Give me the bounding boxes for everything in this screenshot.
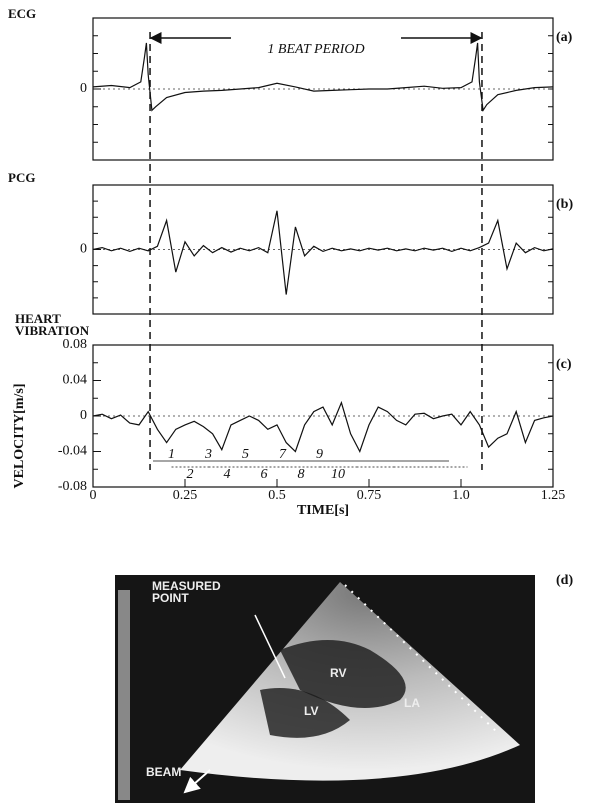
interval-label: 10 [331,467,345,482]
page: 0 (a) 1 BEAT PERIOD 0 (b) 0.08 0.04 0 -0.04 -0.08… [0,0,598,808]
interval-label: 4 [224,467,231,482]
annotation: 1 BEAT PERIOD [267,42,364,57]
waveform [93,403,553,452]
interval-label: 9 [316,447,323,462]
panel-label: (b) [556,197,573,212]
image-label: BEAM [146,766,181,778]
y-tick-label: 0 [80,242,87,257]
chart-title: ECG [8,8,78,20]
image-label: LV [304,705,318,717]
x-tick-label: 1.25 [541,488,566,503]
x-tick-label: 0.75 [357,488,382,503]
panel-label: (c) [556,357,572,372]
image-label: MEASURED POINT [152,580,232,604]
x-tick-label: 0.25 [173,488,198,503]
interval-label: 3 [204,447,212,462]
y-axis-label: VELOCITY[m/s] [12,383,27,488]
y-tick-label: 0 [80,81,87,96]
image-label: LA [404,697,420,709]
y-tick-label: -0.08 [58,479,87,494]
waveform [93,211,553,295]
y-tick-label: 0 [80,408,87,423]
interval-label: 5 [242,447,249,462]
x-tick-label: 0 [90,488,97,503]
panel-label: (a) [556,30,573,45]
x-axis-label: TIME[s] [297,503,349,518]
interval-label: 7 [279,447,287,462]
panel-label: (d) [556,573,573,588]
chart-title: HEART VIBRATION [15,313,85,337]
chart-title: PCG [8,172,78,184]
interval-label: 2 [187,467,194,482]
interval-label: 6 [261,467,268,482]
x-tick-label: 1.0 [452,488,470,503]
figure: 0 (a) 1 BEAT PERIOD 0 (b) 0.08 0.04 0 -0.04 -0.08… [0,0,598,808]
image-label: RV [330,667,346,679]
y-tick-label: -0.04 [58,444,87,459]
y-tick-label: 0.08 [63,337,88,352]
x-tick-label: 0.5 [268,488,286,503]
interval-label: 8 [298,467,305,482]
interval-label: 1 [168,447,175,462]
y-tick-label: 0.04 [63,373,88,388]
